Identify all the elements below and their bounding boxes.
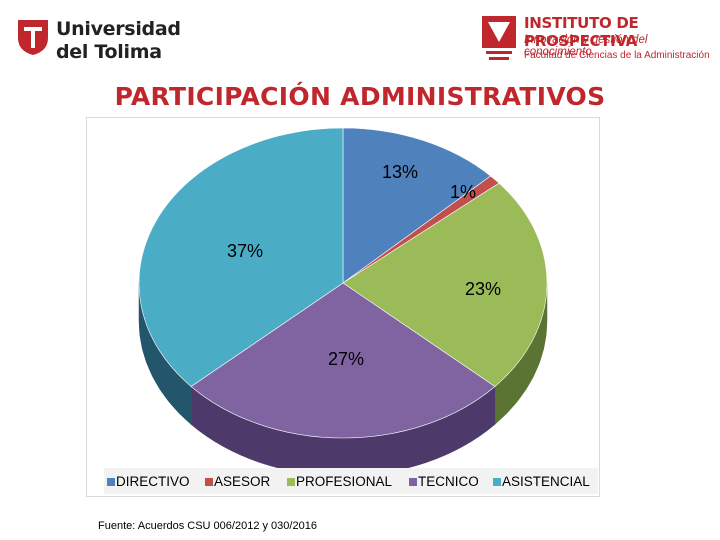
university-logo: Universidad del Tolima (16, 14, 181, 66)
pie-slice-asistencial (138, 127, 344, 387)
university-name-line2: del Tolima (56, 41, 162, 63)
source-note: Fuente: Acuerdos CSU 006/2012 y 030/2016 (98, 520, 317, 532)
institute-tagline: Innovación y gestión del conocimiento (524, 34, 648, 58)
institute-name: INSTITUTO DE PROSPECTIVA (524, 14, 639, 50)
legend-swatch-asesor (205, 478, 213, 486)
legend-label-asistencial: ASISTENCIAL (502, 474, 590, 489)
legend-swatch-profesional (287, 478, 295, 486)
pie-chart: 13% 1% 23% 27% 37% DIRECTIVO ASESOR PROFESIONAL… (104, 127, 598, 494)
legend (104, 468, 598, 494)
institute-logo: INSTITUTO DE PROSPECTIVA Innovación y ge… (480, 12, 710, 68)
data-label-profesional: 23% (465, 279, 501, 299)
institute-faculty: Facultad de Ciencias de la Administració… (524, 50, 710, 61)
data-label-asistencial: 37% (227, 241, 263, 261)
pie-slice-directivo (342, 127, 492, 284)
univalle-mark-icon (482, 16, 516, 60)
legend-label-tecnico: TECNICO (418, 474, 479, 489)
legend-label-asesor: ASESOR (214, 474, 271, 489)
pie-slice-tecnico (190, 282, 496, 439)
legend-label-profesional: PROFESIONAL (296, 474, 393, 489)
data-label-tecnico: 27% (328, 349, 364, 369)
chart-title: PARTICIPACIÓN ADMINISTRATIVOS (114, 82, 606, 111)
chart-area: 13% 1% 23% 27% 37% DIRECTIVO ASESOR PROFESIONAL… (86, 117, 600, 497)
legend-swatch-asistencial (493, 478, 501, 486)
data-label-asesor: 1% (450, 182, 476, 202)
pie-slice-profesional (342, 182, 548, 387)
legend-label-directivo: DIRECTIVO (116, 474, 190, 489)
legend-swatch-directivo (107, 478, 115, 486)
pie-slices (138, 127, 548, 439)
university-shield-icon (18, 20, 48, 55)
university-name-line1: Universidad (56, 18, 181, 40)
data-label-directivo: 13% (382, 162, 418, 182)
legend-swatch-tecnico (409, 478, 417, 486)
